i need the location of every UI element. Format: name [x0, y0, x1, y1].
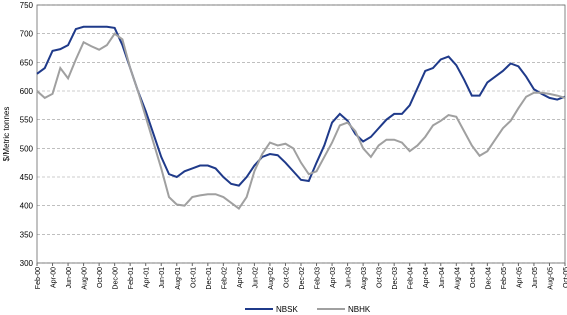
y-tick-label: 600 — [20, 87, 34, 96]
x-tick-label: Oct-03 — [377, 267, 384, 288]
x-tick-label: Aug-03 — [361, 267, 368, 290]
x-tick-label: Jun-02 — [252, 267, 259, 289]
series-line — [36, 32, 566, 210]
x-tick-label: Apr-00 — [51, 267, 58, 288]
y-tick-label: 650 — [20, 58, 34, 67]
x-tick-label: Feb-03 — [315, 267, 322, 289]
y-tick-label: 300 — [20, 259, 34, 268]
x-tick-label: Apr-02 — [237, 267, 244, 288]
y-tick-label: 350 — [20, 230, 34, 239]
x-tick-label: Apr-04 — [423, 267, 430, 288]
x-tick-label: Aug-05 — [547, 267, 554, 290]
x-tick-label: Feb-01 — [128, 267, 135, 289]
x-tick-label: Oct-04 — [470, 267, 477, 288]
x-tick-label: Apr-03 — [330, 267, 337, 288]
y-tick-label: 450 — [20, 173, 34, 182]
y-tick-label: 400 — [20, 202, 34, 211]
x-tick-label: Dec-01 — [206, 267, 213, 290]
y-tick-label: 700 — [20, 30, 34, 39]
y-tick-label: 500 — [20, 144, 34, 153]
x-tick-label: Aug-00 — [82, 267, 89, 290]
legend-label: NBHK — [348, 305, 371, 314]
x-tick-label: Apr-01 — [144, 267, 151, 288]
x-tick-label: Feb-02 — [221, 267, 228, 289]
x-tick-label: Aug-04 — [454, 267, 461, 290]
y-axis-label: $/Metric tonnes — [2, 107, 11, 162]
y-tick-label: 550 — [20, 116, 34, 125]
x-tick-label: Apr-05 — [516, 267, 523, 288]
legend-label: NBSK — [276, 305, 298, 314]
x-tick-label: Dec-02 — [299, 267, 306, 290]
x-tick-label: Dec-00 — [113, 267, 120, 290]
x-tick-label: Oct-00 — [97, 267, 104, 288]
x-tick-label: Oct-02 — [283, 267, 290, 288]
x-tick-label: Oct-05 — [563, 267, 567, 288]
x-tick-label: Jun-04 — [439, 267, 446, 289]
x-tick-label: Feb-05 — [501, 267, 508, 289]
plot-frame — [36, 4, 566, 264]
x-tick-label: Dec-04 — [485, 267, 492, 290]
x-tick-label: Jun-03 — [346, 267, 353, 289]
y-tick-label: 750 — [20, 1, 34, 10]
x-tick-label: Jun-00 — [66, 267, 73, 289]
x-tick-label: Feb-04 — [408, 267, 415, 289]
x-tick-label: Aug-02 — [268, 267, 275, 290]
x-tick-label: Jun-01 — [159, 267, 166, 289]
x-tick-label: Feb-00 — [35, 267, 42, 289]
x-tick-label: Aug-01 — [175, 267, 182, 290]
x-tick-label: Dec-03 — [392, 267, 399, 290]
x-tick-label: Oct-01 — [190, 267, 197, 288]
x-tick-label: Jun-05 — [532, 267, 539, 289]
